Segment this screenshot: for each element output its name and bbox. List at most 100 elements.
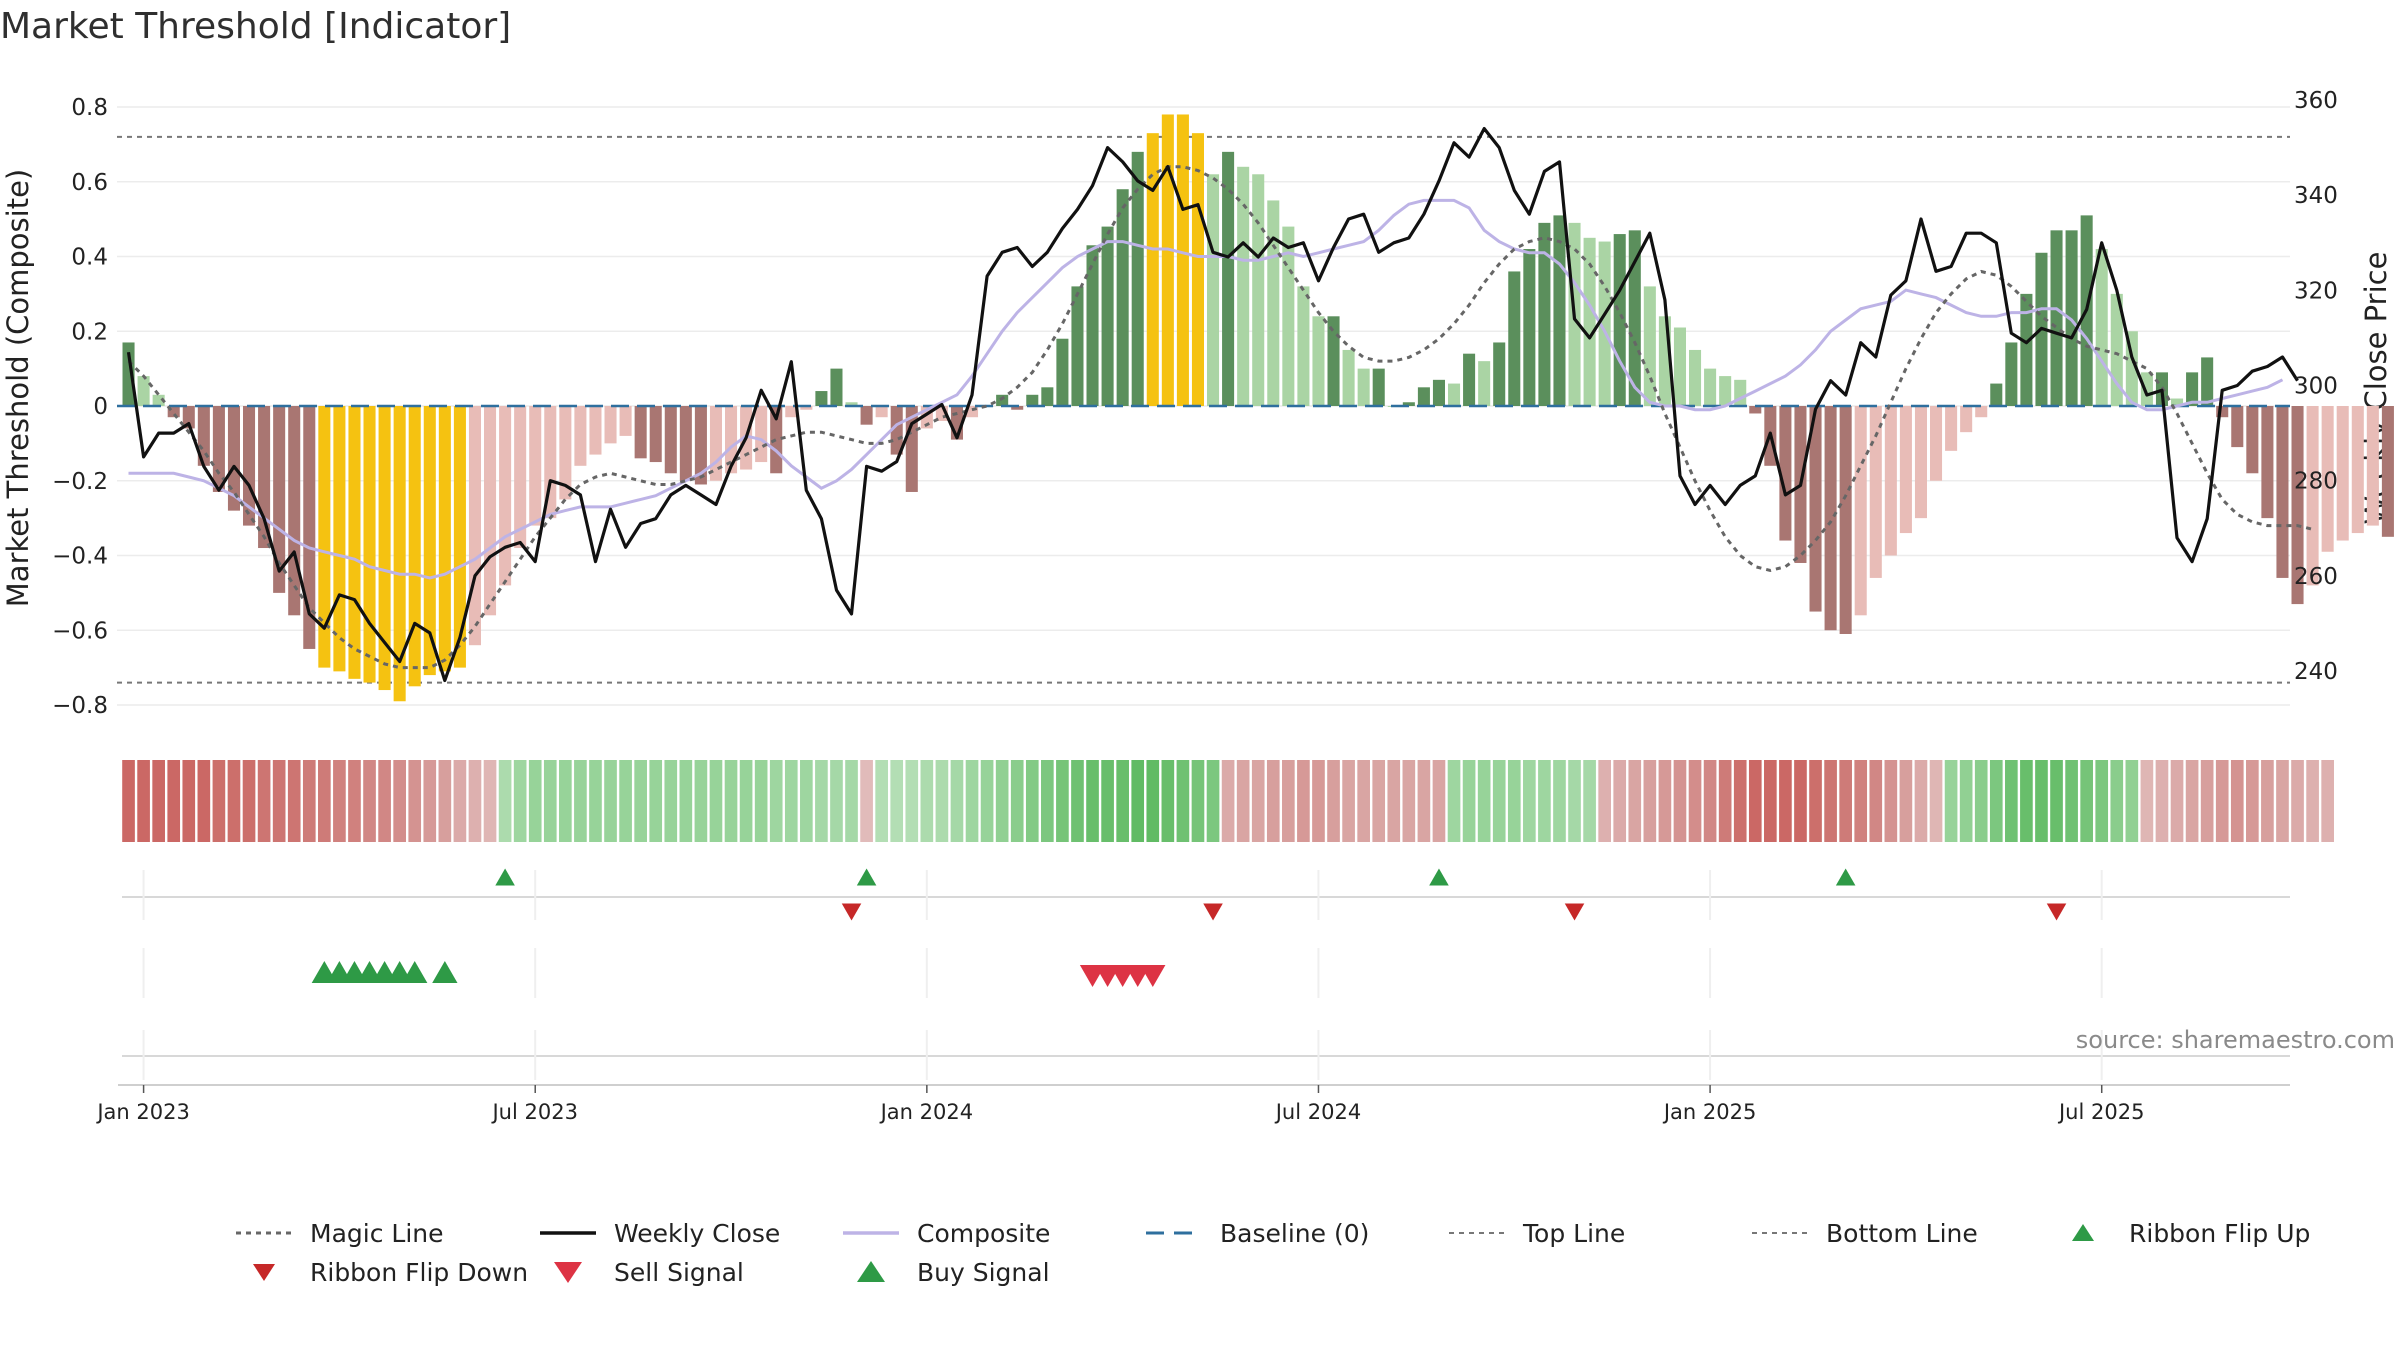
ribbon-cell: [1417, 760, 1431, 842]
ribbon-cell: [197, 760, 211, 842]
composite-bar: [1945, 406, 1958, 451]
composite-bar: [453, 406, 466, 668]
legend-label: Magic Line: [310, 1219, 444, 1248]
legend-item-top: Top Line: [1449, 1219, 1625, 1248]
composite-bar: [1553, 215, 1566, 406]
ribbon-cell: [1854, 760, 1868, 842]
ribbon-cell: [212, 760, 226, 842]
y-ticks-left: 0.8 0.6 0.4 0.2 0 −0.2 −0.4 −0.6 −0.8: [52, 95, 108, 719]
composite-bar: [1673, 327, 1686, 406]
ribbon-cell: [890, 760, 904, 842]
ribbon-cell: [784, 760, 798, 842]
composite-bar: [484, 406, 497, 616]
ribbon-cell: [1387, 760, 1401, 842]
composite-bar: [1719, 376, 1732, 406]
composite-bar: [1478, 361, 1491, 406]
composite-bar: [664, 406, 677, 474]
buy-signal-marker: [402, 961, 428, 983]
legend-item-composite: Composite: [843, 1219, 1050, 1248]
composite-bar: [1297, 286, 1310, 406]
composite-bar: [890, 406, 903, 455]
ribbon-cell: [739, 760, 753, 842]
ribbon-cell: [2170, 760, 2184, 842]
y-tick-left: 0.4: [71, 245, 108, 271]
ribbon-cell: [423, 760, 437, 842]
y-tick-left: 0.2: [71, 319, 108, 345]
ribbon-cell: [800, 760, 813, 842]
legend-label: Weekly Close: [614, 1219, 780, 1248]
legend-swatch: [857, 1261, 885, 1282]
composite-bar: [288, 406, 301, 616]
composite-bar: [1146, 133, 1159, 406]
composite-bar: [1041, 387, 1054, 406]
sell-signal-marker: [1140, 965, 1166, 987]
composite-bars: [122, 114, 2394, 702]
ribbon-cell: [182, 760, 196, 842]
composite-bar: [815, 391, 828, 406]
ribbon-cell: [965, 760, 979, 842]
legend-label: Ribbon Flip Up: [2129, 1219, 2310, 1248]
composite-bar: [1975, 406, 1988, 418]
ribbon-cell: [935, 760, 949, 842]
ribbon-cell: [2035, 760, 2048, 842]
x-tick-label: Jan 2025: [1662, 1100, 1757, 1124]
ribbon-cell: [333, 760, 346, 842]
composite-bar: [2231, 406, 2244, 448]
ribbon-cell: [348, 760, 361, 842]
ribbon-cell: [393, 760, 406, 842]
ribbon-cell: [1748, 760, 1762, 842]
x-tick-label: Jul 2024: [1274, 1100, 1361, 1124]
composite-bar: [1689, 349, 1702, 406]
composite-bar: [604, 406, 617, 444]
ribbon-cell: [1538, 760, 1551, 842]
ribbon-cell: [2080, 760, 2093, 842]
composite-bar: [755, 406, 768, 463]
ribbon-cell: [845, 760, 858, 842]
composite-bar: [785, 406, 798, 418]
y-tick-right: 320: [2294, 278, 2338, 304]
ribbon-cell: [1071, 760, 1084, 842]
ribbon-cell: [1056, 760, 1069, 842]
ribbon-cell: [1492, 760, 1506, 842]
ribbon-flip-down-marker: [2046, 903, 2067, 921]
ribbon-cell: [1342, 760, 1355, 842]
ribbon-cell: [1041, 760, 1054, 842]
ribbon-cell: [1688, 760, 1702, 842]
ribbon-cell: [513, 760, 527, 842]
ribbon-cell: [1191, 760, 1205, 842]
composite-bar: [378, 406, 391, 691]
ribbon-cell: [1598, 760, 1611, 842]
composite-bar: [1342, 349, 1355, 406]
ribbon-cell: [1974, 760, 1988, 842]
ribbon-cell: [1944, 760, 1958, 842]
composite-bar: [679, 406, 692, 481]
composite-bar: [966, 406, 979, 418]
y-tick-left: −0.6: [52, 618, 108, 644]
magic-line: [127, 165, 2313, 670]
ribbon-cell: [769, 760, 783, 842]
ribbon-cell: [2020, 760, 2033, 842]
legend-item-buy: Buy Signal: [857, 1258, 1050, 1287]
ribbon-cell: [438, 760, 452, 842]
y-ticks-right: 360 340 320 300 280 260 240: [2294, 88, 2338, 685]
ribbon-flip-down-marker: [841, 903, 862, 921]
ribbon-cell: [1884, 760, 1898, 842]
composite-bar: [303, 406, 316, 649]
ribbon-cell: [1282, 760, 1295, 842]
composite-bar: [318, 406, 331, 668]
composite-bar: [770, 406, 783, 474]
ribbon-cell: [1131, 760, 1145, 842]
composite-bar: [1914, 406, 1927, 519]
composite-bar: [1930, 406, 1943, 481]
ribbon-cell: [1568, 760, 1581, 842]
ribbon-strip: [122, 760, 2334, 842]
ribbon-cell: [287, 760, 301, 842]
ribbon-cell: [2246, 760, 2259, 842]
ribbon-cell: [167, 760, 181, 842]
composite-bar: [273, 406, 286, 593]
composite-bar: [2216, 406, 2229, 418]
composite-bar: [2201, 357, 2214, 406]
composite-bar: [152, 394, 165, 406]
composite-bar: [408, 406, 421, 687]
composite-bar: [2050, 230, 2063, 406]
